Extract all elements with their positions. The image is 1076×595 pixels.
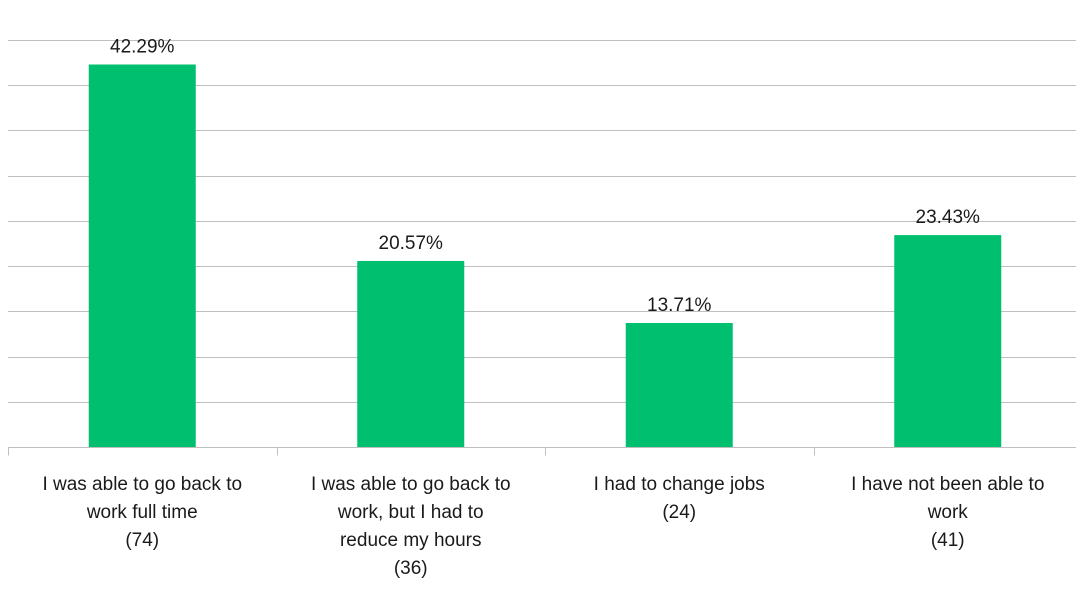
category-label-line: reduce my hours xyxy=(340,530,482,551)
category-label: I have not been able to work (41) xyxy=(851,474,1044,551)
category-label-line: I was able to go back to xyxy=(42,474,242,495)
category-label-line: (36) xyxy=(394,558,428,579)
category-label-line: (41) xyxy=(931,530,965,551)
data-label: 13.71% xyxy=(647,295,712,316)
category-label-line: I had to change jobs xyxy=(594,474,765,495)
category-label: I had to change jobs (24) xyxy=(594,474,765,523)
data-label: 42.29% xyxy=(110,37,175,58)
bar xyxy=(357,260,465,447)
category-label: I was able to go back to work, but I had … xyxy=(311,474,511,579)
category-label-line: (24) xyxy=(662,502,696,523)
category-label-line: work full time xyxy=(86,502,198,523)
data-labels: 42.29% 20.57% 13.71% 23.43% xyxy=(110,37,980,316)
data-label: 20.57% xyxy=(379,233,444,254)
bar xyxy=(88,64,196,448)
bars xyxy=(88,64,1002,448)
category-label: I was able to go back to work full time (7… xyxy=(42,474,242,551)
category-label-line: (74) xyxy=(125,530,159,551)
category-label-line: I was able to go back to xyxy=(311,474,511,495)
category-label-line: I have not been able to xyxy=(851,474,1044,495)
bar xyxy=(625,323,733,447)
data-label: 23.43% xyxy=(916,207,981,228)
category-label-line: work xyxy=(927,502,969,523)
bar xyxy=(894,235,1002,447)
category-labels: I was able to go back to work full time (7… xyxy=(42,474,1044,579)
category-label-line: work, but I had to xyxy=(337,502,484,523)
x-axis xyxy=(8,447,1076,456)
